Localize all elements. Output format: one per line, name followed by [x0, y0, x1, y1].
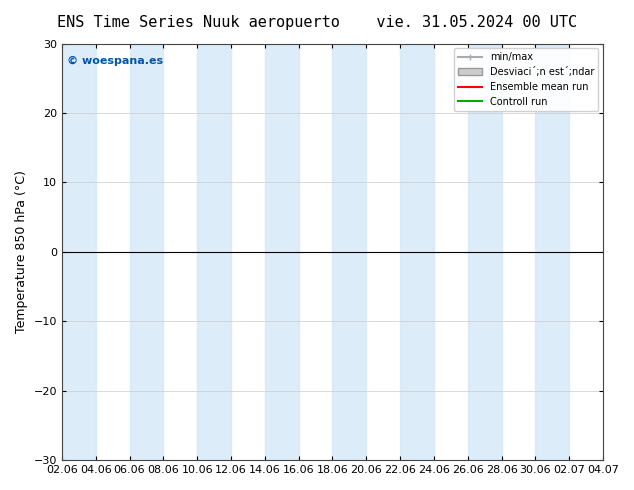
Bar [265, 44, 299, 460]
Text: © woespana.es: © woespana.es [67, 56, 164, 66]
Bar [536, 44, 569, 460]
Legend: min/max, Desviaci´;n est´;ndar, Ensemble mean run, Controll run: min/max, Desviaci´;n est´;ndar, Ensemble… [454, 49, 598, 111]
Bar [62, 44, 96, 460]
Bar [332, 44, 366, 460]
Bar [400, 44, 434, 460]
Bar [197, 44, 231, 460]
Bar [129, 44, 164, 460]
Bar [468, 44, 501, 460]
Text: ENS Time Series Nuuk aeropuerto    vie. 31.05.2024 00 UTC: ENS Time Series Nuuk aeropuerto vie. 31.… [57, 15, 577, 30]
Y-axis label: Temperature 850 hPa (°C): Temperature 850 hPa (°C) [15, 171, 28, 333]
